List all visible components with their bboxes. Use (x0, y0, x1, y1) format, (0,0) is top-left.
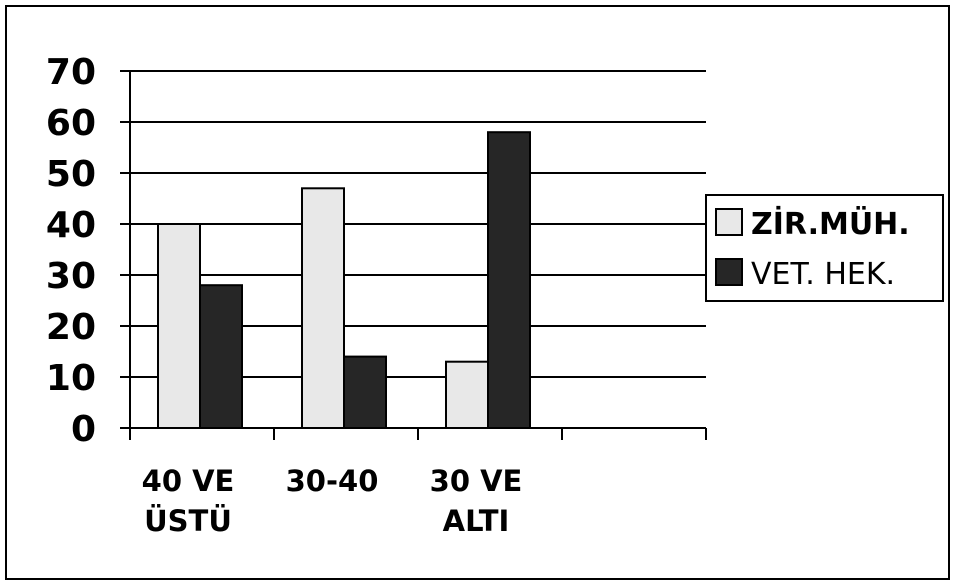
y-tick-label: 10 (46, 358, 96, 399)
y-tick-label: 30 (46, 256, 96, 297)
legend-box (705, 194, 944, 302)
legend-label: ZİR.MÜH. (751, 205, 910, 242)
y-tick-label: 20 (46, 307, 96, 348)
y-tick-label: 60 (46, 103, 96, 144)
bar-vet-hek (343, 355, 387, 430)
bar-zir-muh (301, 187, 345, 429)
legend: ZİR.MÜH. VET. HEK. (705, 194, 944, 302)
legend-swatch (715, 208, 743, 236)
x-tick-label: ALTI (443, 504, 510, 538)
bar-vet-hek (199, 284, 243, 430)
x-tick-label: 30-40 (286, 464, 379, 498)
y-tick-label: 70 (46, 52, 96, 93)
legend-label: VET. HEK. (751, 257, 895, 292)
x-tick-label: ÜSTÜ (144, 504, 232, 538)
y-axis-tick-labels: 0 10 20 30 40 50 60 70 (46, 52, 96, 450)
bar-zir-muh (157, 223, 201, 429)
x-axis-tick-labels: 40 VE ÜSTÜ 30-40 30 VE ALTI (142, 464, 523, 538)
y-tick-label: 50 (46, 154, 96, 195)
x-tick-label: 40 VE (142, 464, 235, 498)
y-tick-label: 40 (46, 205, 96, 246)
y-tick-label: 0 (71, 409, 96, 450)
axes (129, 71, 707, 440)
bars (157, 131, 531, 430)
bar-vet-hek (487, 131, 531, 429)
legend-swatch (715, 258, 743, 286)
x-tick-label: 30 VE (430, 464, 523, 498)
bar-zir-muh (445, 360, 489, 430)
